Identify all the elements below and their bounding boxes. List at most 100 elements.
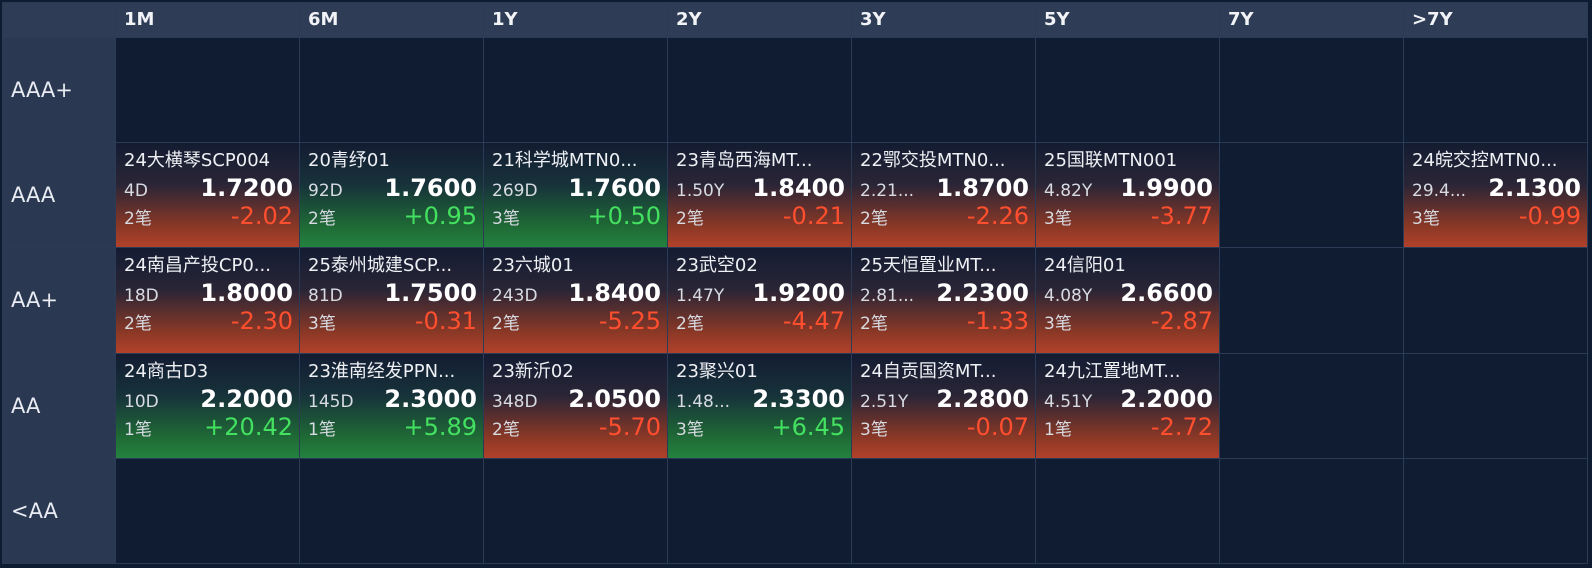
bond-quote[interactable]: 24自贡国资MT... 2.51Y 2.2800 3笔 -0.07: [852, 353, 1035, 458]
trade-count: 2笔: [124, 314, 152, 335]
grid-cell: [1404, 38, 1587, 143]
bond-name: 20青纾01: [308, 150, 390, 172]
bond-name: 24信阳01: [1044, 255, 1126, 277]
grid-cell: [1036, 458, 1219, 563]
quote-line: 2.51Y 2.2800: [860, 385, 1029, 413]
column-header: 1M: [116, 3, 299, 37]
bond-quote[interactable]: 24商古D3 10D 2.2000 1笔 +20.42: [116, 353, 299, 458]
price: 1.8400: [568, 279, 661, 308]
column-header: >7Y: [1404, 3, 1587, 37]
row-label: <AA: [3, 458, 115, 563]
change: -0.99: [1518, 202, 1581, 231]
grid-cell: [484, 38, 667, 143]
bond-quote[interactable]: 23武空02 1.47Y 1.9200 2笔 -4.47: [668, 248, 851, 353]
tenor: 10D: [124, 391, 159, 412]
bond-quote[interactable]: 24大横琴SCP004 4D 1.7200 2笔 -2.02: [116, 143, 299, 248]
grid-cell: 25天恒置业MT... 2.81... 2.2300 2笔 -1.33: [852, 248, 1035, 353]
grid-cell: 21科学城MTN0... 269D 1.7600 3笔 +0.50: [484, 143, 667, 248]
bond-quote[interactable]: 20青纾01 92D 1.7600 2笔 +0.95: [300, 143, 483, 248]
bond-name: 25泰州城建SCP...: [308, 255, 453, 277]
grid-cell: [116, 38, 299, 143]
tenor: 81D: [308, 286, 343, 307]
change: +5.89: [403, 412, 477, 441]
price: 2.3300: [752, 384, 845, 413]
grid-cell: 24信阳01 4.08Y 2.6600 3笔 -2.87: [1036, 248, 1219, 353]
bond-quote[interactable]: 24皖交控MTN0... 29.4... 2.1300 3笔 -0.99: [1404, 143, 1587, 248]
tenor: 1.47Y: [676, 286, 725, 307]
bond-name: 24南昌产投CP0...: [124, 255, 271, 277]
grid-cell: [1404, 353, 1587, 458]
change: -1.33: [966, 307, 1029, 336]
column-header: 2Y: [668, 3, 851, 37]
grid-cell: 25国联MTN001 4.82Y 1.9900 3笔 -3.77: [1036, 143, 1219, 248]
quote-line: 2笔 -4.47: [676, 307, 845, 335]
quote-line: 1.47Y 1.9200: [676, 279, 845, 307]
bond-quote[interactable]: 23六城01 243D 1.8400 2笔 -5.25: [484, 248, 667, 353]
bond-name: 21科学城MTN0...: [492, 150, 638, 172]
grid-cell: 23六城01 243D 1.8400 2笔 -5.25: [484, 248, 667, 353]
grid-cell: [852, 458, 1035, 563]
trade-count: 3笔: [676, 419, 704, 440]
tenor: 243D: [492, 286, 538, 307]
quote-line: 29.4... 2.1300: [1412, 174, 1581, 202]
tenor: 4.51Y: [1044, 391, 1093, 412]
price: 1.9900: [1120, 174, 1213, 203]
grid-cell: [300, 458, 483, 563]
trade-count: 2笔: [492, 314, 520, 335]
bond-name: 24九江置地MT...: [1044, 360, 1181, 382]
bond-quote[interactable]: 25国联MTN001 4.82Y 1.9900 3笔 -3.77: [1036, 143, 1219, 248]
bond-quote[interactable]: 23青岛西海MT... 1.50Y 1.8400 2笔 -0.21: [668, 143, 851, 248]
trade-count: 1笔: [124, 419, 152, 440]
bond-quote[interactable]: 21科学城MTN0... 269D 1.7600 3笔 +0.50: [484, 143, 667, 248]
bond-name: 24皖交控MTN0...: [1412, 150, 1558, 172]
tenor: 145D: [308, 391, 354, 412]
quote-line: 3笔 +0.50: [492, 202, 661, 230]
grid-cell: 22鄂交投MTN0... 2.21... 1.8700 2笔 -2.26: [852, 143, 1035, 248]
price: 2.2000: [200, 384, 293, 413]
change: -5.70: [598, 412, 661, 441]
grid-cell: [1036, 38, 1219, 143]
tenor: 29.4...: [1412, 181, 1467, 202]
grid-cell: 23新沂02 348D 2.0500 2笔 -5.70: [484, 353, 667, 458]
trade-count: 3笔: [1044, 314, 1072, 335]
bond-quote[interactable]: 25天恒置业MT... 2.81... 2.2300 2笔 -1.33: [852, 248, 1035, 353]
bond-quote[interactable]: 23聚兴01 1.48... 2.3300 3笔 +6.45: [668, 353, 851, 458]
change: -3.77: [1150, 202, 1213, 231]
grid-cell: [300, 38, 483, 143]
column-header: 5Y: [1036, 3, 1219, 37]
bond-name: 23六城01: [492, 255, 574, 277]
bond-name: 24自贡国资MT...: [860, 360, 997, 382]
bond-quote[interactable]: 24南昌产投CP0... 18D 1.8000 2笔 -2.30: [116, 248, 299, 353]
quote-line: 18D 1.8000: [124, 279, 293, 307]
grid-cell: 23淮南经发PPN... 145D 2.3000 1笔 +5.89: [300, 353, 483, 458]
tenor: 4.08Y: [1044, 286, 1093, 307]
price: 1.7600: [384, 174, 477, 203]
bond-quote[interactable]: 24信阳01 4.08Y 2.6600 3笔 -2.87: [1036, 248, 1219, 353]
tenor: 2.81...: [860, 286, 915, 307]
bond-quote[interactable]: 22鄂交投MTN0... 2.21... 1.8700 2笔 -2.26: [852, 143, 1035, 248]
grid-cell: [1404, 248, 1587, 353]
tenor: 348D: [492, 391, 538, 412]
price: 1.7500: [384, 279, 477, 308]
quote-line: 1笔 -2.72: [1044, 413, 1213, 441]
column-header: 6M: [300, 3, 483, 37]
quote-line: 2笔 -5.25: [492, 307, 661, 335]
bond-quote[interactable]: 23淮南经发PPN... 145D 2.3000 1笔 +5.89: [300, 353, 483, 458]
bond-quote[interactable]: 25泰州城建SCP... 81D 1.7500 3笔 -0.31: [300, 248, 483, 353]
quote-line: 1笔 +5.89: [308, 413, 477, 441]
quote-line: 3笔 -3.77: [1044, 202, 1213, 230]
bond-quote[interactable]: 23新沂02 348D 2.0500 2笔 -5.70: [484, 353, 667, 458]
quote-line: 3笔 -0.31: [308, 307, 477, 335]
trade-count: 3笔: [1412, 209, 1440, 230]
bond-quote[interactable]: 24九江置地MT... 4.51Y 2.2000 1笔 -2.72: [1036, 353, 1219, 458]
change: +0.95: [403, 202, 477, 231]
change: +20.42: [204, 412, 293, 441]
quote-line: 269D 1.7600: [492, 174, 661, 202]
trade-count: 2笔: [124, 209, 152, 230]
row-label: AAA+: [3, 38, 115, 143]
quote-line: 4D 1.7200: [124, 174, 293, 202]
quote-line: 1笔 +20.42: [124, 413, 293, 441]
tenor: 92D: [308, 181, 343, 202]
